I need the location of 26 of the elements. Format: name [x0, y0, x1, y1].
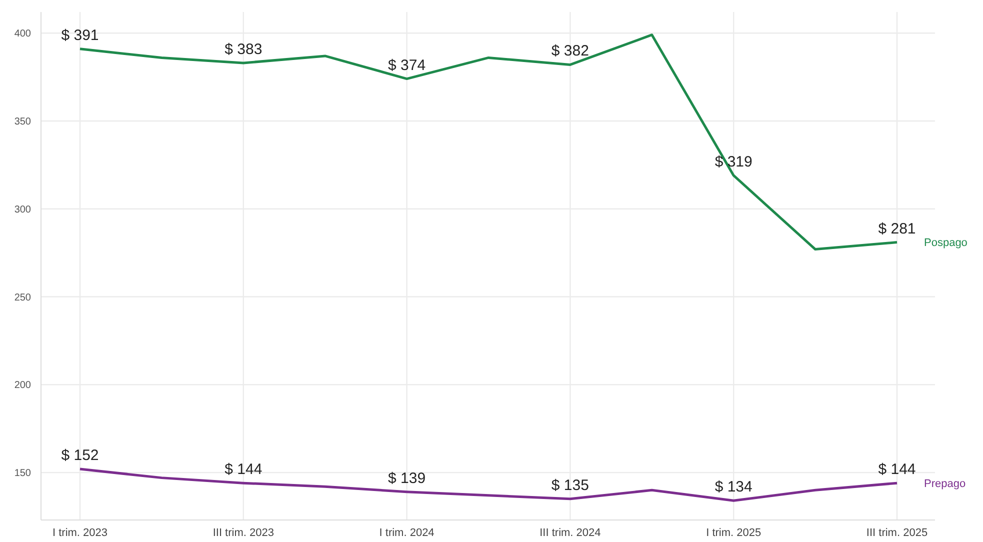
data-label: $ 281 [878, 220, 916, 238]
x-tick-label: III trim. 2023 [212, 527, 274, 539]
text: Prepago [924, 478, 966, 490]
data-label: $ 391 [61, 26, 99, 44]
data-label: $ 319 [714, 153, 752, 170]
data-label: $ 382 [551, 42, 589, 60]
y-tick-label: 150 [14, 468, 32, 480]
x-tick-label: III trim. 2025 [866, 527, 928, 539]
data-label: $ 135 [551, 476, 589, 494]
x-tick-label: III trim. 2024 [540, 527, 601, 539]
x-tick-label: I trim. 2025 [706, 527, 762, 539]
x-tick-label: I trim. 2023 [52, 527, 108, 539]
y-tick-label: 250 [14, 292, 32, 304]
text: Pospago [924, 237, 968, 250]
y-tick-label: 300 [14, 204, 32, 216]
data-label: $ 152 [61, 447, 99, 464]
x-tick-label: I trim. 2024 [379, 527, 434, 539]
y-tick-label: 200 [14, 380, 32, 392]
data-label: $ 144 [224, 461, 262, 478]
y-tick-label: 400 [14, 28, 32, 40]
data-label: $ 134 [714, 478, 752, 496]
data-label: $ 383 [224, 40, 262, 58]
y-tick-label: 350 [14, 116, 32, 128]
data-label: $ 144 [878, 461, 916, 478]
data-label: $ 139 [388, 470, 426, 487]
data-label: $ 374 [388, 56, 426, 74]
